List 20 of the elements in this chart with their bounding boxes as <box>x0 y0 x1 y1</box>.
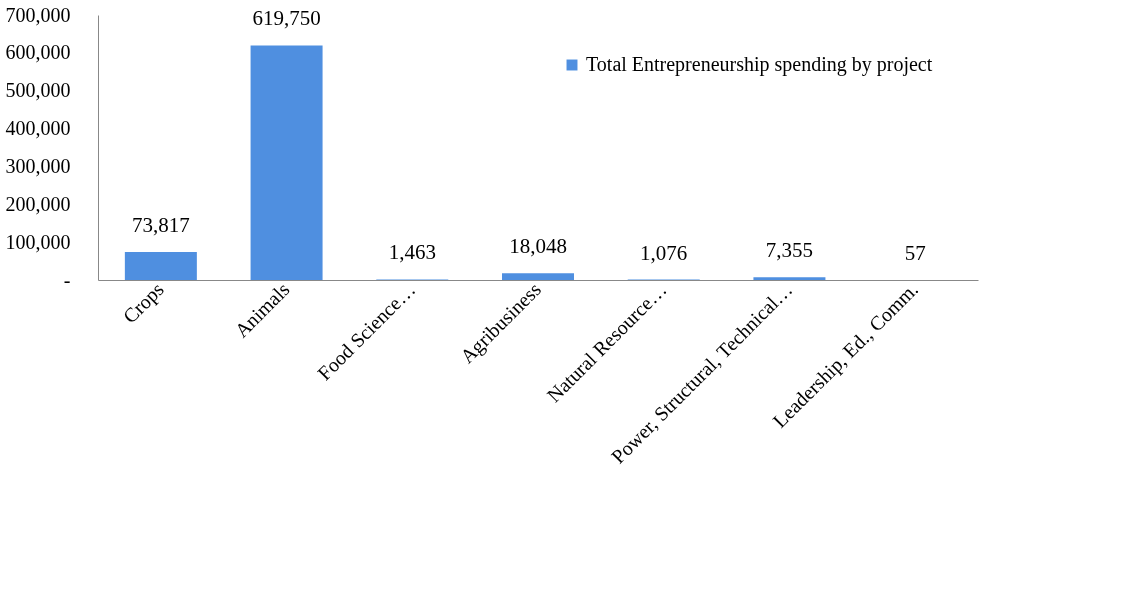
y-tick-label: 300,000 <box>5 154 71 177</box>
data-label: 57 <box>904 240 926 265</box>
y-tick-label: 500,000 <box>5 79 71 102</box>
bar <box>124 252 197 280</box>
data-label: 1,076 <box>640 240 688 265</box>
data-label: 73,817 <box>131 213 190 238</box>
bar <box>250 45 323 280</box>
y-tick-label: 400,000 <box>5 117 71 140</box>
bar <box>753 277 826 280</box>
legend-label: Total Entrepreneurship spending by project <box>586 53 933 76</box>
data-label: 18,048 <box>509 234 567 259</box>
data-label: 1,463 <box>388 240 436 265</box>
data-label: 7,355 <box>765 238 814 263</box>
y-tick-label: - <box>63 268 71 291</box>
data-label: 619,750 <box>252 6 321 31</box>
y-tick-label: 600,000 <box>5 41 71 64</box>
y-tick-label: 100,000 <box>5 230 71 253</box>
bar <box>502 273 574 280</box>
y-tick-label: 700,000 <box>5 3 71 26</box>
y-tick-label: 200,000 <box>5 192 71 215</box>
